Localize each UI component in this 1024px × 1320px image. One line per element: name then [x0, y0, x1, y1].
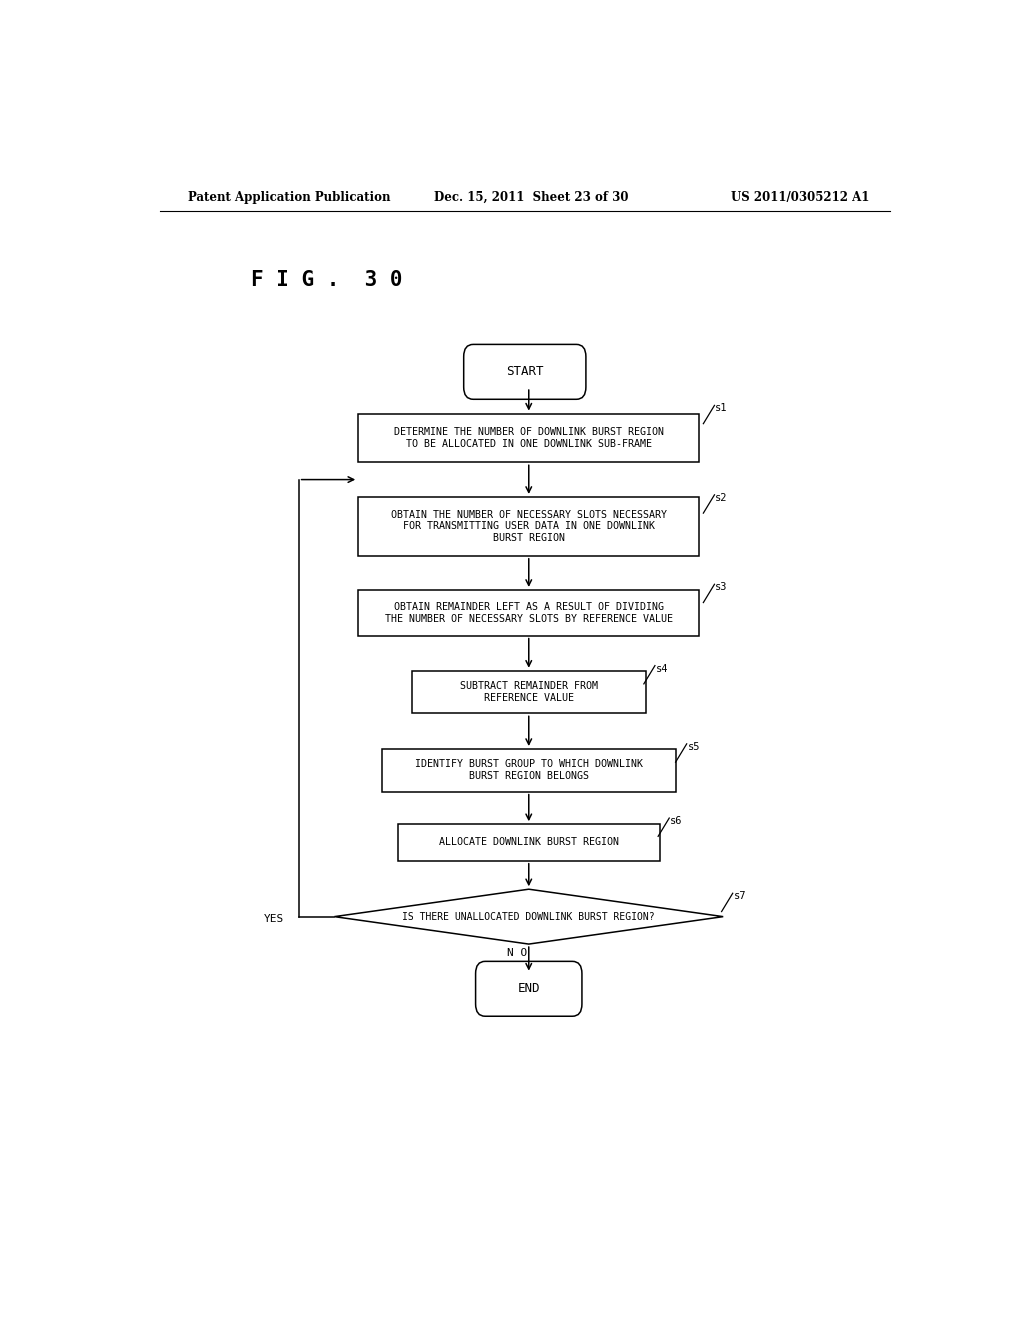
Text: SUBTRACT REMAINDER FROM
REFERENCE VALUE: SUBTRACT REMAINDER FROM REFERENCE VALUE — [460, 681, 598, 702]
Text: s1: s1 — [715, 404, 728, 413]
Text: s3: s3 — [715, 582, 728, 593]
Text: s7: s7 — [733, 891, 746, 902]
Text: IDENTIFY BURST GROUP TO WHICH DOWNLINK
BURST REGION BELONGS: IDENTIFY BURST GROUP TO WHICH DOWNLINK B… — [415, 759, 643, 781]
FancyBboxPatch shape — [464, 345, 586, 399]
Polygon shape — [334, 890, 723, 944]
Text: Patent Application Publication: Patent Application Publication — [187, 190, 390, 203]
Text: s5: s5 — [687, 742, 700, 752]
Text: END: END — [517, 982, 540, 995]
Text: OBTAIN THE NUMBER OF NECESSARY SLOTS NECESSARY
FOR TRANSMITTING USER DATA IN ONE: OBTAIN THE NUMBER OF NECESSARY SLOTS NEC… — [391, 510, 667, 543]
Text: START: START — [506, 366, 544, 379]
Bar — [358, 590, 699, 636]
Text: OBTAIN REMAINDER LEFT AS A RESULT OF DIVIDING
THE NUMBER OF NECESSARY SLOTS BY R: OBTAIN REMAINDER LEFT AS A RESULT OF DIV… — [385, 602, 673, 623]
Text: F I G .  3 0: F I G . 3 0 — [251, 271, 402, 290]
Text: Dec. 15, 2011  Sheet 23 of 30: Dec. 15, 2011 Sheet 23 of 30 — [433, 190, 628, 203]
Text: DETERMINE THE NUMBER OF DOWNLINK BURST REGION
TO BE ALLOCATED IN ONE DOWNLINK SU: DETERMINE THE NUMBER OF DOWNLINK BURST R… — [394, 428, 664, 449]
Bar — [382, 748, 676, 792]
Text: s6: s6 — [670, 816, 683, 826]
Text: s2: s2 — [715, 492, 728, 503]
Bar — [358, 413, 699, 462]
Bar — [358, 496, 699, 556]
Text: YES: YES — [264, 913, 285, 924]
Text: s4: s4 — [655, 664, 669, 673]
FancyBboxPatch shape — [475, 961, 582, 1016]
Text: IS THERE UNALLOCATED DOWNLINK BURST REGION?: IS THERE UNALLOCATED DOWNLINK BURST REGI… — [402, 912, 655, 921]
Text: N O: N O — [507, 948, 527, 958]
Text: ALLOCATE DOWNLINK BURST REGION: ALLOCATE DOWNLINK BURST REGION — [438, 837, 618, 847]
Text: US 2011/0305212 A1: US 2011/0305212 A1 — [731, 190, 869, 203]
Bar — [412, 671, 646, 713]
Bar — [397, 824, 659, 861]
